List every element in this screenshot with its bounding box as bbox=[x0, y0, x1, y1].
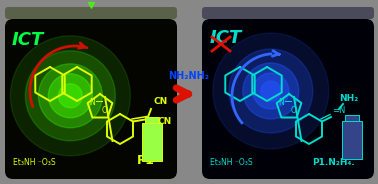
Circle shape bbox=[58, 84, 82, 108]
Circle shape bbox=[38, 64, 102, 128]
Text: NH₂: NH₂ bbox=[339, 94, 358, 103]
Text: P1.N₂H₄.: P1.N₂H₄. bbox=[312, 158, 355, 167]
Text: Et₃NH ⁻O₃S: Et₃NH ⁻O₃S bbox=[210, 158, 253, 167]
FancyBboxPatch shape bbox=[5, 7, 177, 19]
Text: ICT: ICT bbox=[12, 31, 44, 49]
Text: O: O bbox=[102, 106, 108, 115]
Bar bbox=[145, 117, 159, 123]
Bar bbox=[142, 123, 162, 161]
Text: CN: CN bbox=[158, 116, 172, 125]
FancyBboxPatch shape bbox=[5, 19, 177, 179]
Circle shape bbox=[229, 49, 313, 133]
Circle shape bbox=[243, 63, 299, 119]
Bar bbox=[345, 115, 359, 121]
Text: O: O bbox=[291, 106, 297, 115]
Text: P1: P1 bbox=[137, 154, 155, 167]
FancyBboxPatch shape bbox=[202, 19, 374, 179]
Text: N: N bbox=[89, 98, 95, 107]
Bar bbox=[342, 121, 362, 159]
Text: ICT: ICT bbox=[210, 29, 242, 47]
Text: CN: CN bbox=[153, 96, 167, 105]
Circle shape bbox=[48, 74, 92, 118]
Circle shape bbox=[10, 36, 130, 156]
FancyBboxPatch shape bbox=[202, 7, 374, 19]
Circle shape bbox=[253, 73, 289, 109]
Text: N: N bbox=[278, 98, 284, 107]
Text: Et₃NH ⁻O₃S: Et₃NH ⁻O₃S bbox=[13, 158, 56, 167]
Circle shape bbox=[213, 33, 329, 149]
Text: =N: =N bbox=[332, 106, 345, 115]
Text: NH₂NH₂: NH₂NH₂ bbox=[169, 71, 209, 81]
Circle shape bbox=[261, 81, 281, 101]
Circle shape bbox=[25, 51, 115, 141]
